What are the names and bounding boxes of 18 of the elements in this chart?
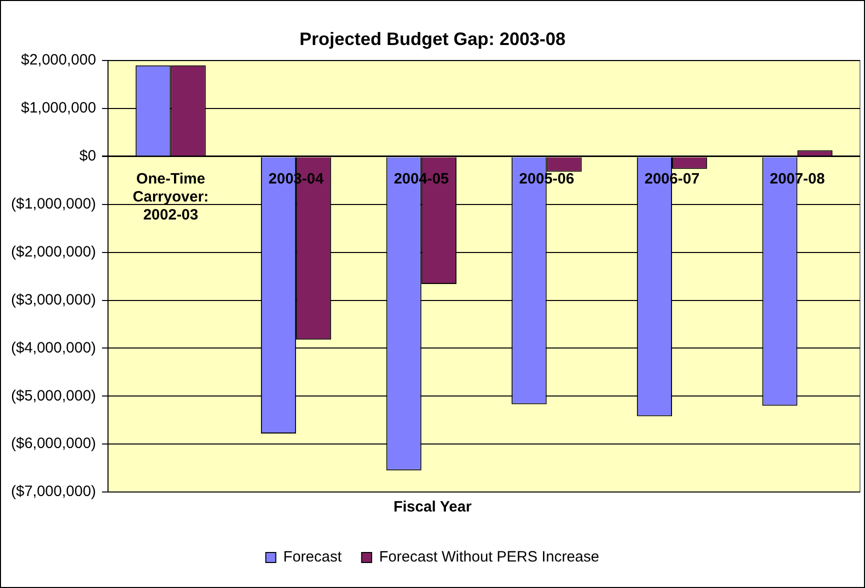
y-tick-label: ($5,000,000) (10, 387, 96, 404)
y-tick-label: $0 (79, 148, 96, 165)
y-tick-label: ($6,000,000) (10, 435, 96, 452)
y-tick-label: $2,000,000 (20, 52, 96, 69)
y-tick-label: ($1,000,000) (10, 196, 96, 213)
y-tick-label: $1,000,000 (20, 100, 96, 117)
x-tick-label: 2003-04 (268, 170, 324, 188)
y-tick-label: ($7,000,000) (10, 483, 96, 500)
y-tick-label: ($4,000,000) (10, 339, 96, 356)
x-axis-title: Fiscal Year (393, 498, 472, 516)
chart-title: Projected Budget Gap: 2003-08 (299, 28, 566, 49)
y-tick-label: ($2,000,000) (10, 243, 96, 260)
legend-label: Forecast Without PERS Increase (379, 548, 600, 566)
y-tick-label: ($3,000,000) (10, 291, 96, 308)
x-tick-label: 2004-05 (394, 170, 449, 188)
legend-label: Forecast (283, 548, 342, 566)
x-tick-label: One-Time Carryover: 2002-03 (132, 170, 209, 224)
x-tick-label: 2007-08 (770, 170, 825, 188)
